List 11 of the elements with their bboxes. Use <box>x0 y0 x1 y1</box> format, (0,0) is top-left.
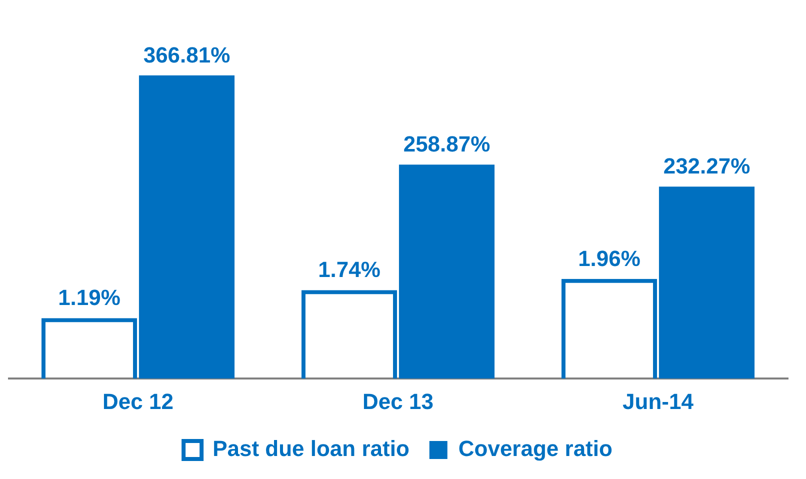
data-label: 1.19% <box>58 285 120 310</box>
data-label: 1.96% <box>578 246 640 271</box>
x-tick-label: Dec 13 <box>362 388 434 414</box>
data-label: 232.27% <box>663 154 750 179</box>
x-tick-label: Dec 12 <box>102 388 174 414</box>
legend-label: Past due loan ratio <box>212 436 410 462</box>
data-label: 366.81% <box>143 42 230 68</box>
data-label: 1.74% <box>318 257 380 282</box>
legend-label: Coverage ratio <box>458 436 612 462</box>
data-label: 258.87% <box>403 132 490 157</box>
x-tick-label: Jun-14 <box>622 388 694 414</box>
